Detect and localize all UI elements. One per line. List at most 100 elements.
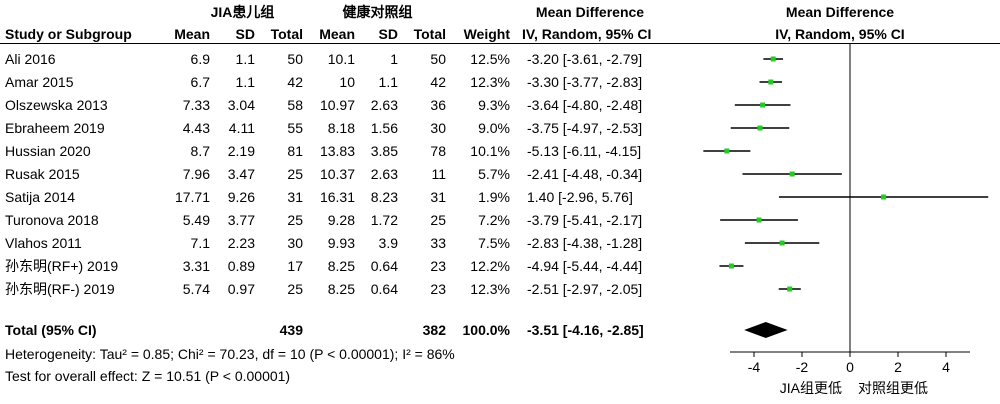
mean1-header: Mean	[174, 26, 210, 42]
forest-plot: Mean Difference IV, Random, 95% CI -4 -2 0…	[680, 0, 1000, 404]
study-name: Turonova 2018	[5, 212, 99, 228]
n2-value: 50	[430, 51, 446, 67]
mean1-value: 7.33	[182, 97, 210, 113]
n2-value: 42	[430, 74, 446, 90]
mean1-value: 7.1	[190, 235, 210, 251]
weight-value: 12.2%	[470, 258, 510, 274]
weight-value: 1.9%	[478, 189, 510, 205]
ci-value: -3.20 [-3.61, -2.79]	[527, 51, 643, 67]
n2-value: 23	[430, 281, 446, 297]
weight-value: 12.3%	[470, 74, 510, 90]
sd2-header: SD	[378, 26, 398, 42]
group2-header: 健康对照组	[342, 4, 413, 20]
weight-value: 5.7%	[478, 166, 510, 182]
mean1-value: 7.96	[182, 166, 210, 182]
mean2-value: 9.28	[327, 212, 355, 228]
mean1-value: 5.49	[182, 212, 210, 228]
study-name: Ali 2016	[5, 51, 56, 67]
mean1-value: 6.9	[190, 51, 210, 67]
forest-table: JIA患儿组 健康对照组 Mean Difference Study or Su…	[0, 4, 680, 384]
n1-value: 25	[287, 212, 303, 228]
mean2-value: 13.83	[319, 143, 355, 159]
mean1-value: 3.31	[182, 258, 210, 274]
sd1-value: 0.97	[227, 281, 255, 297]
ci-value: -5.13 [-6.11, -4.15]	[527, 143, 642, 159]
n2-value: 33	[430, 235, 446, 251]
mean1-value: 5.74	[182, 281, 210, 297]
weight-value: 7.5%	[478, 235, 510, 251]
sd1-value: 1.1	[235, 74, 255, 90]
ci-value: -3.79 [-5.41, -2.17]	[527, 212, 643, 228]
point-marker	[779, 240, 785, 246]
point-marker	[756, 217, 762, 223]
sd1-value: 2.23	[227, 235, 255, 251]
n2-value: 36	[430, 97, 446, 113]
ci-value: -3.64 [-4.80, -2.48]	[527, 97, 643, 113]
total1-header: Total	[270, 26, 303, 42]
point-marker	[757, 125, 763, 131]
point-marker	[768, 79, 774, 85]
n1-value: 25	[287, 281, 303, 297]
n2-value: 11	[431, 166, 446, 182]
mean2-value: 10	[339, 74, 355, 90]
overall-effect-text: Test for overall effect: Z = 10.51 (P < …	[5, 368, 291, 384]
sd2-value: 1.56	[370, 120, 398, 136]
sd2-value: 3.85	[370, 143, 398, 159]
n2-value: 25	[430, 212, 446, 228]
mean2-value: 10.37	[319, 166, 355, 182]
total-weight: 100.0%	[462, 322, 510, 338]
sd2-value: 2.63	[370, 97, 398, 113]
forest-plot-svg: -4 -2 0 2 4 JIA组更低 对照组更低	[703, 44, 989, 396]
sd1-value: 0.89	[227, 258, 255, 274]
ci-value: -2.41 [-4.48, -0.34]	[527, 166, 643, 182]
sd2-value: 0.64	[370, 258, 398, 274]
sd1-value: 3.04	[227, 97, 255, 113]
weight-value: 12.5%	[470, 51, 510, 67]
heterogeneity-text: Heterogeneity: Tau² = 0.85; Chi² = 70.23…	[5, 346, 455, 362]
sd2-value: 1	[390, 51, 398, 67]
sd2-value: 2.63	[370, 166, 398, 182]
mean2-value: 16.31	[319, 189, 355, 205]
n2-value: 78	[430, 143, 446, 159]
mean2-value: 10.1	[327, 51, 355, 67]
plot-title: Mean Difference	[785, 4, 895, 20]
point-marker	[760, 102, 766, 108]
group1-header: JIA患儿组	[210, 4, 275, 20]
n1-value: 31	[287, 189, 303, 205]
weight-header: Weight	[463, 26, 510, 42]
n1-value: 81	[287, 143, 303, 159]
sd1-value: 4.11	[228, 120, 255, 136]
mean1-value: 8.7	[190, 143, 210, 159]
n1-value: 55	[287, 120, 303, 136]
plot-header-divider	[680, 43, 1000, 44]
x-tick-label: 4	[942, 359, 950, 375]
x-tick-label: 2	[894, 359, 902, 375]
weight-value: 7.2%	[478, 212, 510, 228]
mean2-value: 8.25	[327, 281, 355, 297]
sd1-value: 3.47	[227, 166, 255, 182]
point-marker	[770, 56, 776, 62]
study-name: 孙东明(RF+) 2019	[5, 258, 119, 274]
n1-value: 50	[287, 51, 303, 67]
study-name: Hussian 2020	[5, 143, 91, 159]
point-marker	[728, 263, 734, 269]
mean1-value: 17.71	[174, 189, 210, 205]
ci-value: -2.83 [-4.38, -1.28]	[527, 235, 643, 251]
mean2-value: 10.97	[319, 97, 355, 113]
header-divider	[0, 43, 680, 44]
sd1-header: SD	[235, 26, 255, 42]
sd1-value: 2.19	[227, 143, 255, 159]
n1-value: 42	[287, 74, 303, 90]
point-marker	[724, 148, 730, 154]
sd2-value: 0.64	[370, 281, 398, 297]
n2-value: 31	[430, 189, 446, 205]
ci-value: -3.75 [-4.97, -2.53]	[527, 120, 643, 136]
weight-value: 12.3%	[470, 281, 510, 297]
n1-value: 25	[287, 166, 303, 182]
sd1-value: 9.26	[227, 189, 255, 205]
total2-header: Total	[413, 26, 446, 42]
mean2-header: Mean	[319, 26, 355, 42]
mean1-value: 6.7	[190, 74, 210, 90]
n1-value: 17	[287, 258, 303, 274]
weight-value: 9.0%	[478, 120, 510, 136]
